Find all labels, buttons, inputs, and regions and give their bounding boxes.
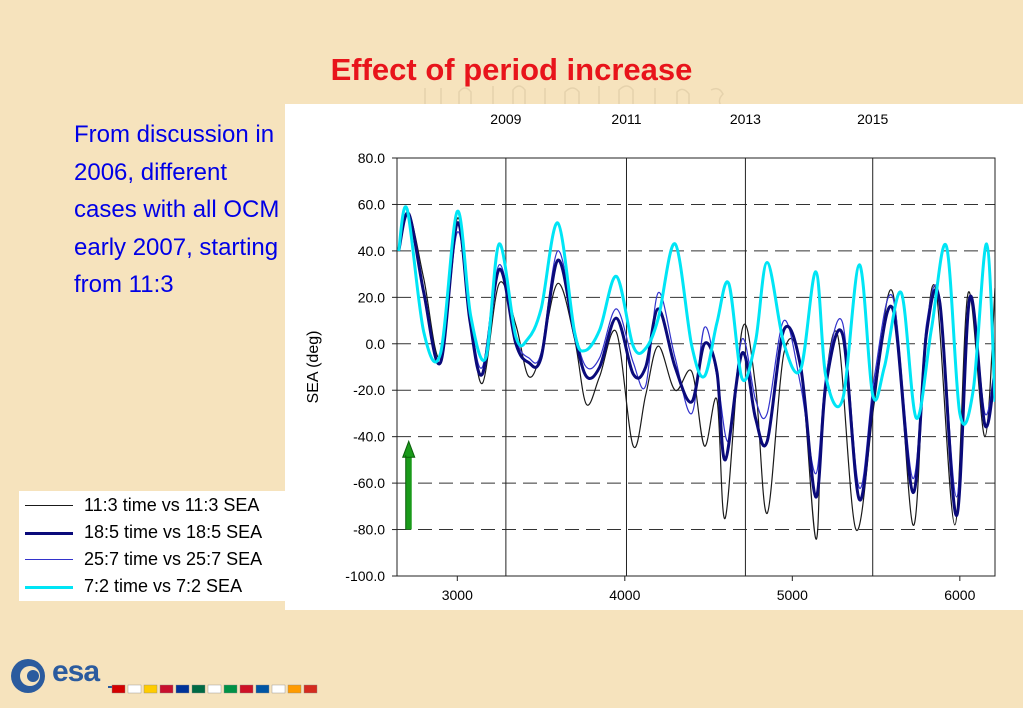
y-tick-label: 80.0 (358, 150, 385, 166)
y-tick-label: -40.0 (353, 429, 385, 445)
legend-swatch (25, 532, 73, 535)
body-text: From discussion in 2006, different cases… (74, 121, 280, 298)
flag-icon (239, 684, 254, 694)
slide-title: Effect of period increase (330, 52, 693, 87)
legend-label: 11:3 time vs 11:3 SEA (84, 495, 260, 515)
esa-logo (11, 659, 318, 694)
flag-icon (175, 684, 190, 694)
y-axis-label: SEA (deg) (305, 331, 322, 404)
legend-label: 25:7 time vs 25:7 SEA (84, 549, 263, 569)
legend-item: 7:2 time vs 7:2 SEA (19, 574, 285, 600)
y-tick-label: -20.0 (353, 382, 385, 398)
x-tick-label: 3000 (442, 587, 473, 603)
y-tick-label: -80.0 (353, 522, 385, 538)
x-tick-label: 6000 (944, 587, 975, 603)
top-axis-label: 2011 (611, 111, 641, 127)
series-line-1 (397, 211, 995, 518)
y-tick-label: 0.0 (366, 336, 386, 352)
flag-icon (255, 684, 270, 694)
top-axis-label: 2009 (490, 111, 521, 127)
legend-label: 7:2 time vs 7:2 SEA (84, 576, 243, 596)
legend-swatch (25, 586, 73, 589)
top-axis-label: 2013 (730, 111, 761, 127)
x-tick-label: 4000 (609, 587, 640, 603)
sea-chart: 2009 2011 2013 2015 80.0 60.0 40.0 20.0 0.0 -20.0… (305, 111, 996, 603)
legend-item: 18:5 time vs 18:5 SEA (19, 520, 285, 546)
legend-swatch (25, 505, 73, 506)
y-tick-label: 20.0 (358, 289, 385, 305)
flag-icon (111, 684, 126, 694)
legend-item: 25:7 time vs 25:7 SEA (19, 547, 285, 573)
legend-label: 18:5 time vs 18:5 SEA (84, 522, 263, 542)
flag-icon (223, 684, 238, 694)
legend-swatch (25, 559, 73, 560)
series-line-3 (397, 205, 995, 426)
flag-icon (207, 684, 222, 694)
flag-icon (143, 684, 158, 694)
flag-icon (271, 684, 286, 694)
series-line-0 (398, 213, 995, 540)
y-tick-label: 40.0 (358, 243, 385, 259)
esa-logo-text: esa (52, 655, 100, 688)
flag-icon (127, 684, 142, 694)
top-axis-label: 2015 (857, 111, 888, 127)
y-tick-label: -60.0 (353, 475, 385, 491)
annotation-arrow-head (402, 439, 416, 458)
y-tick-label: -100.0 (345, 568, 385, 584)
y-tick-label: 60.0 (358, 196, 385, 212)
member-flags (111, 684, 318, 694)
flag-icon (191, 684, 206, 694)
x-tick-label: 5000 (777, 587, 808, 603)
flag-icon (303, 684, 318, 694)
watermark-decoration (424, 85, 726, 111)
legend-item: 11:3 time vs 11:3 SEA (19, 493, 285, 519)
chart-panel: 2009 2011 2013 2015 80.0 60.0 40.0 20.0 0.0 -20.0… (285, 104, 1023, 610)
flag-icon (287, 684, 302, 694)
flag-icon (159, 684, 174, 694)
chart-legend: 11:3 time vs 11:3 SEA 18:5 time vs 18:5 S… (19, 491, 285, 601)
